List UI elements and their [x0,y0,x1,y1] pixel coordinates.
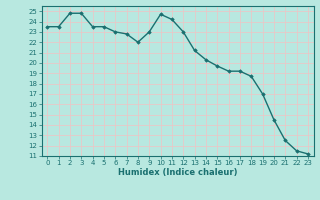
X-axis label: Humidex (Indice chaleur): Humidex (Indice chaleur) [118,168,237,177]
